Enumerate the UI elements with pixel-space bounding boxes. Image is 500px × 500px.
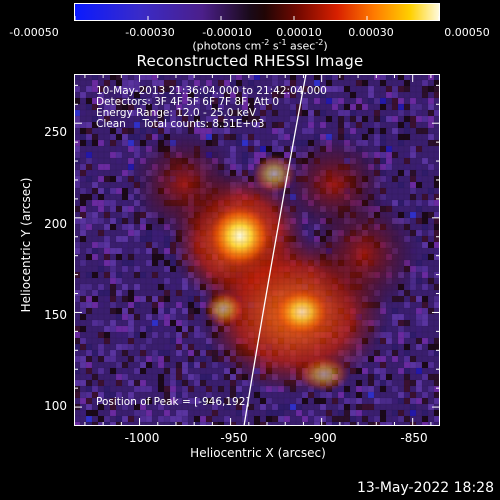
y-tick-label: 100 (44, 399, 67, 413)
colorbar-tick: 0.00010 (276, 26, 322, 39)
annotation-peak: Position of Peak = [-946,192] (96, 396, 250, 408)
colorbar-unit: (photons cm-2 s-1 asec-2) (192, 38, 328, 53)
colorbar-tick: -0.00050 (9, 26, 59, 39)
colorbar-tick: -0.00030 (125, 26, 175, 39)
annotation-energy: Energy Range: 12.0 - 25.0 keV (96, 107, 257, 119)
rhessi-image (74, 74, 440, 426)
colorbar-tick: 0.00030 (348, 26, 394, 39)
plot-title: Reconstructed RHESSI Image (136, 52, 364, 70)
x-tick-label: -900 (309, 431, 337, 445)
solar-limb-line (243, 74, 307, 426)
x-tick-label: -850 (400, 431, 428, 445)
annotation-clean: Clean Total counts: 8.51E+03 (96, 118, 265, 130)
x-tick-label: -1000 (124, 431, 160, 445)
x-axis-label: Heliocentric X (arcsec) (190, 446, 326, 460)
colorbar-tick: 0.00050 (444, 26, 490, 39)
colorbar-tick: -0.00010 (202, 26, 252, 39)
annotation-time: 10-May-2013 21:36:04.000 to 21:42:04.000 (96, 85, 327, 97)
y-tick-label: 250 (44, 125, 67, 139)
y-tick-label: 150 (44, 308, 67, 322)
y-tick-label: 200 (44, 217, 67, 231)
y-axis-label: Heliocentric Y (arcsec) (19, 177, 33, 313)
colorbar (74, 3, 440, 21)
x-tick-label: -950 (220, 431, 248, 445)
timestamp: 13-May-2022 18:28 (356, 480, 494, 496)
annotation-detectors: Detectors: 3F 4F 5F 6F 7F 8F, Att 0 (96, 96, 280, 108)
